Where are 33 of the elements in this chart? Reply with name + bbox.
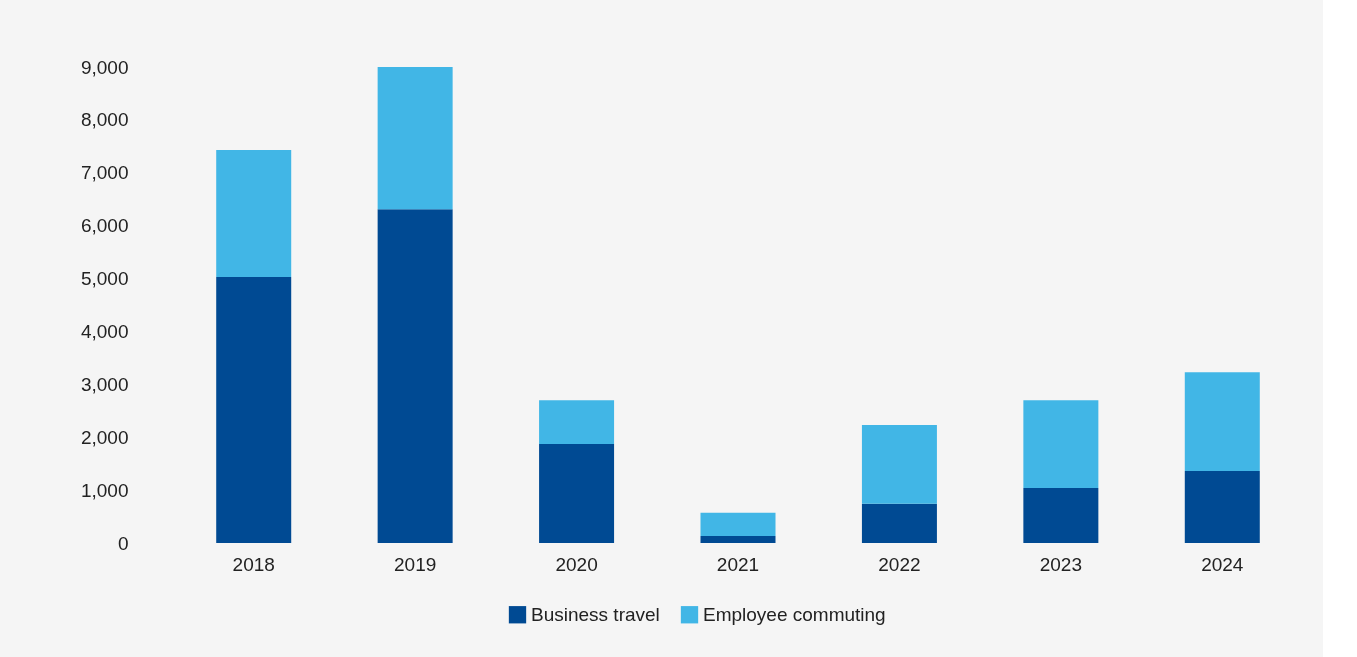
y-tick-label: 6,000 — [80, 215, 129, 237]
y-tick-label: 4,000 — [80, 320, 129, 342]
bar — [700, 536, 776, 543]
y-tick-label: 1,000 — [80, 479, 129, 501]
legend-label: Business travel — [531, 603, 660, 625]
x-tick-label: 2024 — [1201, 553, 1244, 575]
bar — [861, 425, 937, 504]
x-tick-label: 2022 — [878, 553, 921, 575]
y-tick-label: 2,000 — [80, 426, 129, 448]
bar — [216, 150, 292, 277]
bar — [1184, 471, 1260, 543]
y-tick-label: 5,000 — [80, 268, 129, 290]
x-tick-label: 2021 — [716, 553, 760, 575]
y-tick-label: 0 — [117, 532, 129, 554]
bar — [861, 503, 937, 543]
bar — [377, 209, 453, 543]
y-tick-label: 9,000 — [80, 56, 129, 78]
y-tick-label: 7,000 — [80, 162, 129, 184]
legend-label: Employee commuting — [703, 603, 886, 625]
x-tick-label: 2019 — [394, 553, 437, 575]
x-tick-label: 2023 — [1039, 553, 1082, 575]
bar — [377, 67, 453, 210]
bar — [700, 512, 776, 537]
bar — [1023, 488, 1099, 543]
bar — [539, 444, 615, 543]
y-tick-label: 8,000 — [80, 109, 129, 131]
x-tick-label: 2020 — [555, 553, 598, 575]
x-tick-label: 2018 — [232, 553, 275, 575]
bar — [539, 400, 615, 445]
bar — [1184, 372, 1260, 472]
y-tick-label: 3,000 — [80, 373, 129, 395]
bar — [216, 276, 292, 543]
bar — [1023, 400, 1099, 488]
